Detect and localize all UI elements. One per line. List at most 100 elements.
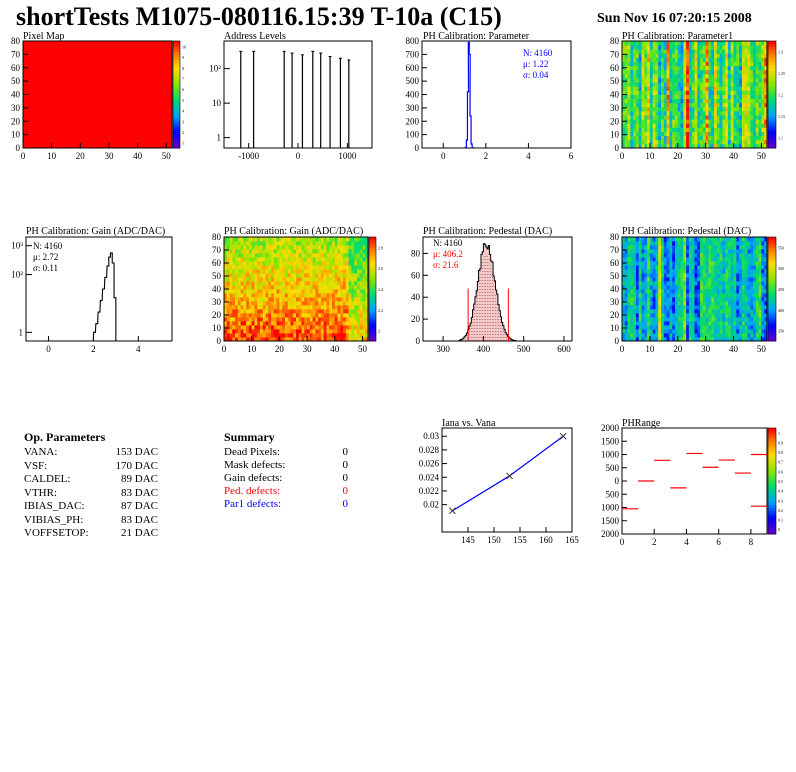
heatmap-cell bbox=[304, 297, 308, 302]
heatmap-cell bbox=[669, 78, 673, 83]
heatmap-cell bbox=[727, 94, 732, 100]
palette-cell bbox=[768, 107, 776, 112]
palette-cell bbox=[768, 441, 776, 445]
heatmap-cell bbox=[697, 41, 701, 46]
heatmap-cell bbox=[739, 249, 743, 254]
palette-cell bbox=[768, 454, 776, 458]
heatmap-cell bbox=[672, 237, 676, 242]
heatmap-cell bbox=[644, 297, 648, 302]
heatmap-cell bbox=[705, 82, 709, 87]
heatmap-cell bbox=[638, 293, 642, 298]
palette-cell bbox=[173, 105, 180, 109]
heatmap-cell bbox=[672, 65, 676, 71]
heatmap-cell bbox=[624, 61, 628, 67]
heatmap-cell bbox=[747, 333, 751, 338]
heatmap-cell bbox=[337, 297, 341, 302]
heatmap-cell bbox=[691, 297, 695, 302]
heatmap-cell bbox=[224, 301, 228, 306]
heatmap-cell bbox=[271, 253, 275, 258]
heatmap-cell bbox=[633, 139, 637, 145]
heatmap-cell bbox=[683, 78, 687, 83]
heatmap-cell bbox=[674, 277, 679, 282]
x-tick-label: 145 bbox=[461, 535, 475, 545]
heatmap-cell bbox=[298, 289, 302, 294]
heatmap-cell bbox=[326, 269, 330, 274]
heatmap-cell bbox=[243, 281, 247, 286]
heatmap-cell bbox=[343, 273, 347, 278]
heatmap-cell bbox=[240, 261, 244, 266]
heatmap-cell bbox=[655, 301, 659, 306]
heatmap-cell bbox=[351, 245, 355, 250]
palette-cell bbox=[173, 121, 180, 125]
heatmap-cell bbox=[652, 53, 656, 58]
heatmap-cell bbox=[365, 301, 369, 306]
heatmap-cell bbox=[290, 245, 294, 250]
heatmap-cell bbox=[323, 285, 327, 290]
heatmap-cell bbox=[365, 289, 369, 294]
heatmap-cell bbox=[733, 297, 737, 302]
heatmap-cell bbox=[318, 241, 322, 246]
heatmap-cell bbox=[725, 313, 729, 318]
y-tick-label: 10 bbox=[610, 130, 620, 140]
heatmap-cell bbox=[736, 98, 740, 104]
heatmap-cell bbox=[661, 57, 665, 62]
heatmap-cell bbox=[655, 78, 659, 83]
heatmap-cell bbox=[652, 57, 656, 62]
heatmap-cell bbox=[309, 265, 314, 270]
heatmap-cell bbox=[641, 94, 645, 100]
heatmap-cell bbox=[271, 257, 275, 262]
heatmap-cell bbox=[641, 131, 645, 137]
heatmap-cell bbox=[644, 309, 648, 314]
heatmap-cell bbox=[697, 123, 701, 128]
heatmap-cell bbox=[753, 115, 757, 120]
heatmap-cell bbox=[744, 49, 748, 54]
palette-cell bbox=[768, 273, 776, 277]
heatmap-cell bbox=[329, 245, 333, 250]
heatmap-cell bbox=[649, 102, 654, 108]
heatmap-cell bbox=[753, 102, 757, 108]
heatmap-cell bbox=[627, 94, 631, 100]
heatmap-cell bbox=[661, 293, 665, 298]
heatmap-cell bbox=[666, 127, 670, 132]
heatmap-cell bbox=[365, 317, 369, 322]
heatmap-cell bbox=[226, 249, 230, 254]
heatmap-cell bbox=[711, 123, 715, 128]
heatmap-cell bbox=[254, 253, 258, 258]
heatmap-cell bbox=[733, 241, 737, 246]
heatmap-cell bbox=[694, 45, 698, 50]
heatmap-cell bbox=[666, 257, 670, 262]
heatmap-cell bbox=[680, 309, 684, 314]
heatmap-cell bbox=[307, 265, 311, 270]
heatmap-cell bbox=[320, 317, 325, 322]
heatmap-cell bbox=[683, 261, 687, 266]
heatmap-cell bbox=[747, 249, 751, 254]
heatmap-cell bbox=[691, 321, 695, 326]
heatmap-cell bbox=[298, 241, 302, 246]
heatmap-cell bbox=[627, 82, 631, 87]
heatmap-cell bbox=[262, 309, 266, 314]
heatmap-cell bbox=[680, 98, 684, 104]
heatmap-cell bbox=[661, 337, 665, 342]
heatmap-cell bbox=[736, 73, 740, 79]
heatmap-cell bbox=[758, 123, 762, 128]
heatmap-cell bbox=[680, 321, 684, 326]
heatmap-cell bbox=[725, 241, 729, 246]
heatmap-cell bbox=[744, 90, 748, 95]
heatmap-cell bbox=[733, 309, 737, 314]
heatmap-cell bbox=[730, 115, 734, 120]
heatmap-cell bbox=[722, 281, 726, 286]
palette-cell bbox=[768, 451, 776, 455]
heatmap-cell bbox=[744, 285, 748, 290]
heatmap-cell bbox=[739, 289, 743, 294]
heatmap-cell bbox=[315, 309, 319, 314]
heatmap-cell bbox=[741, 135, 746, 141]
heatmap-cell bbox=[714, 82, 718, 87]
palette-cell bbox=[768, 296, 776, 300]
heatmap-cell bbox=[688, 277, 693, 282]
heatmap-cell bbox=[677, 69, 681, 75]
heatmap-cell bbox=[744, 277, 748, 282]
x-tick-label: 0 bbox=[620, 344, 625, 354]
heatmap-cell bbox=[739, 78, 743, 83]
heatmap-cell bbox=[282, 297, 286, 302]
